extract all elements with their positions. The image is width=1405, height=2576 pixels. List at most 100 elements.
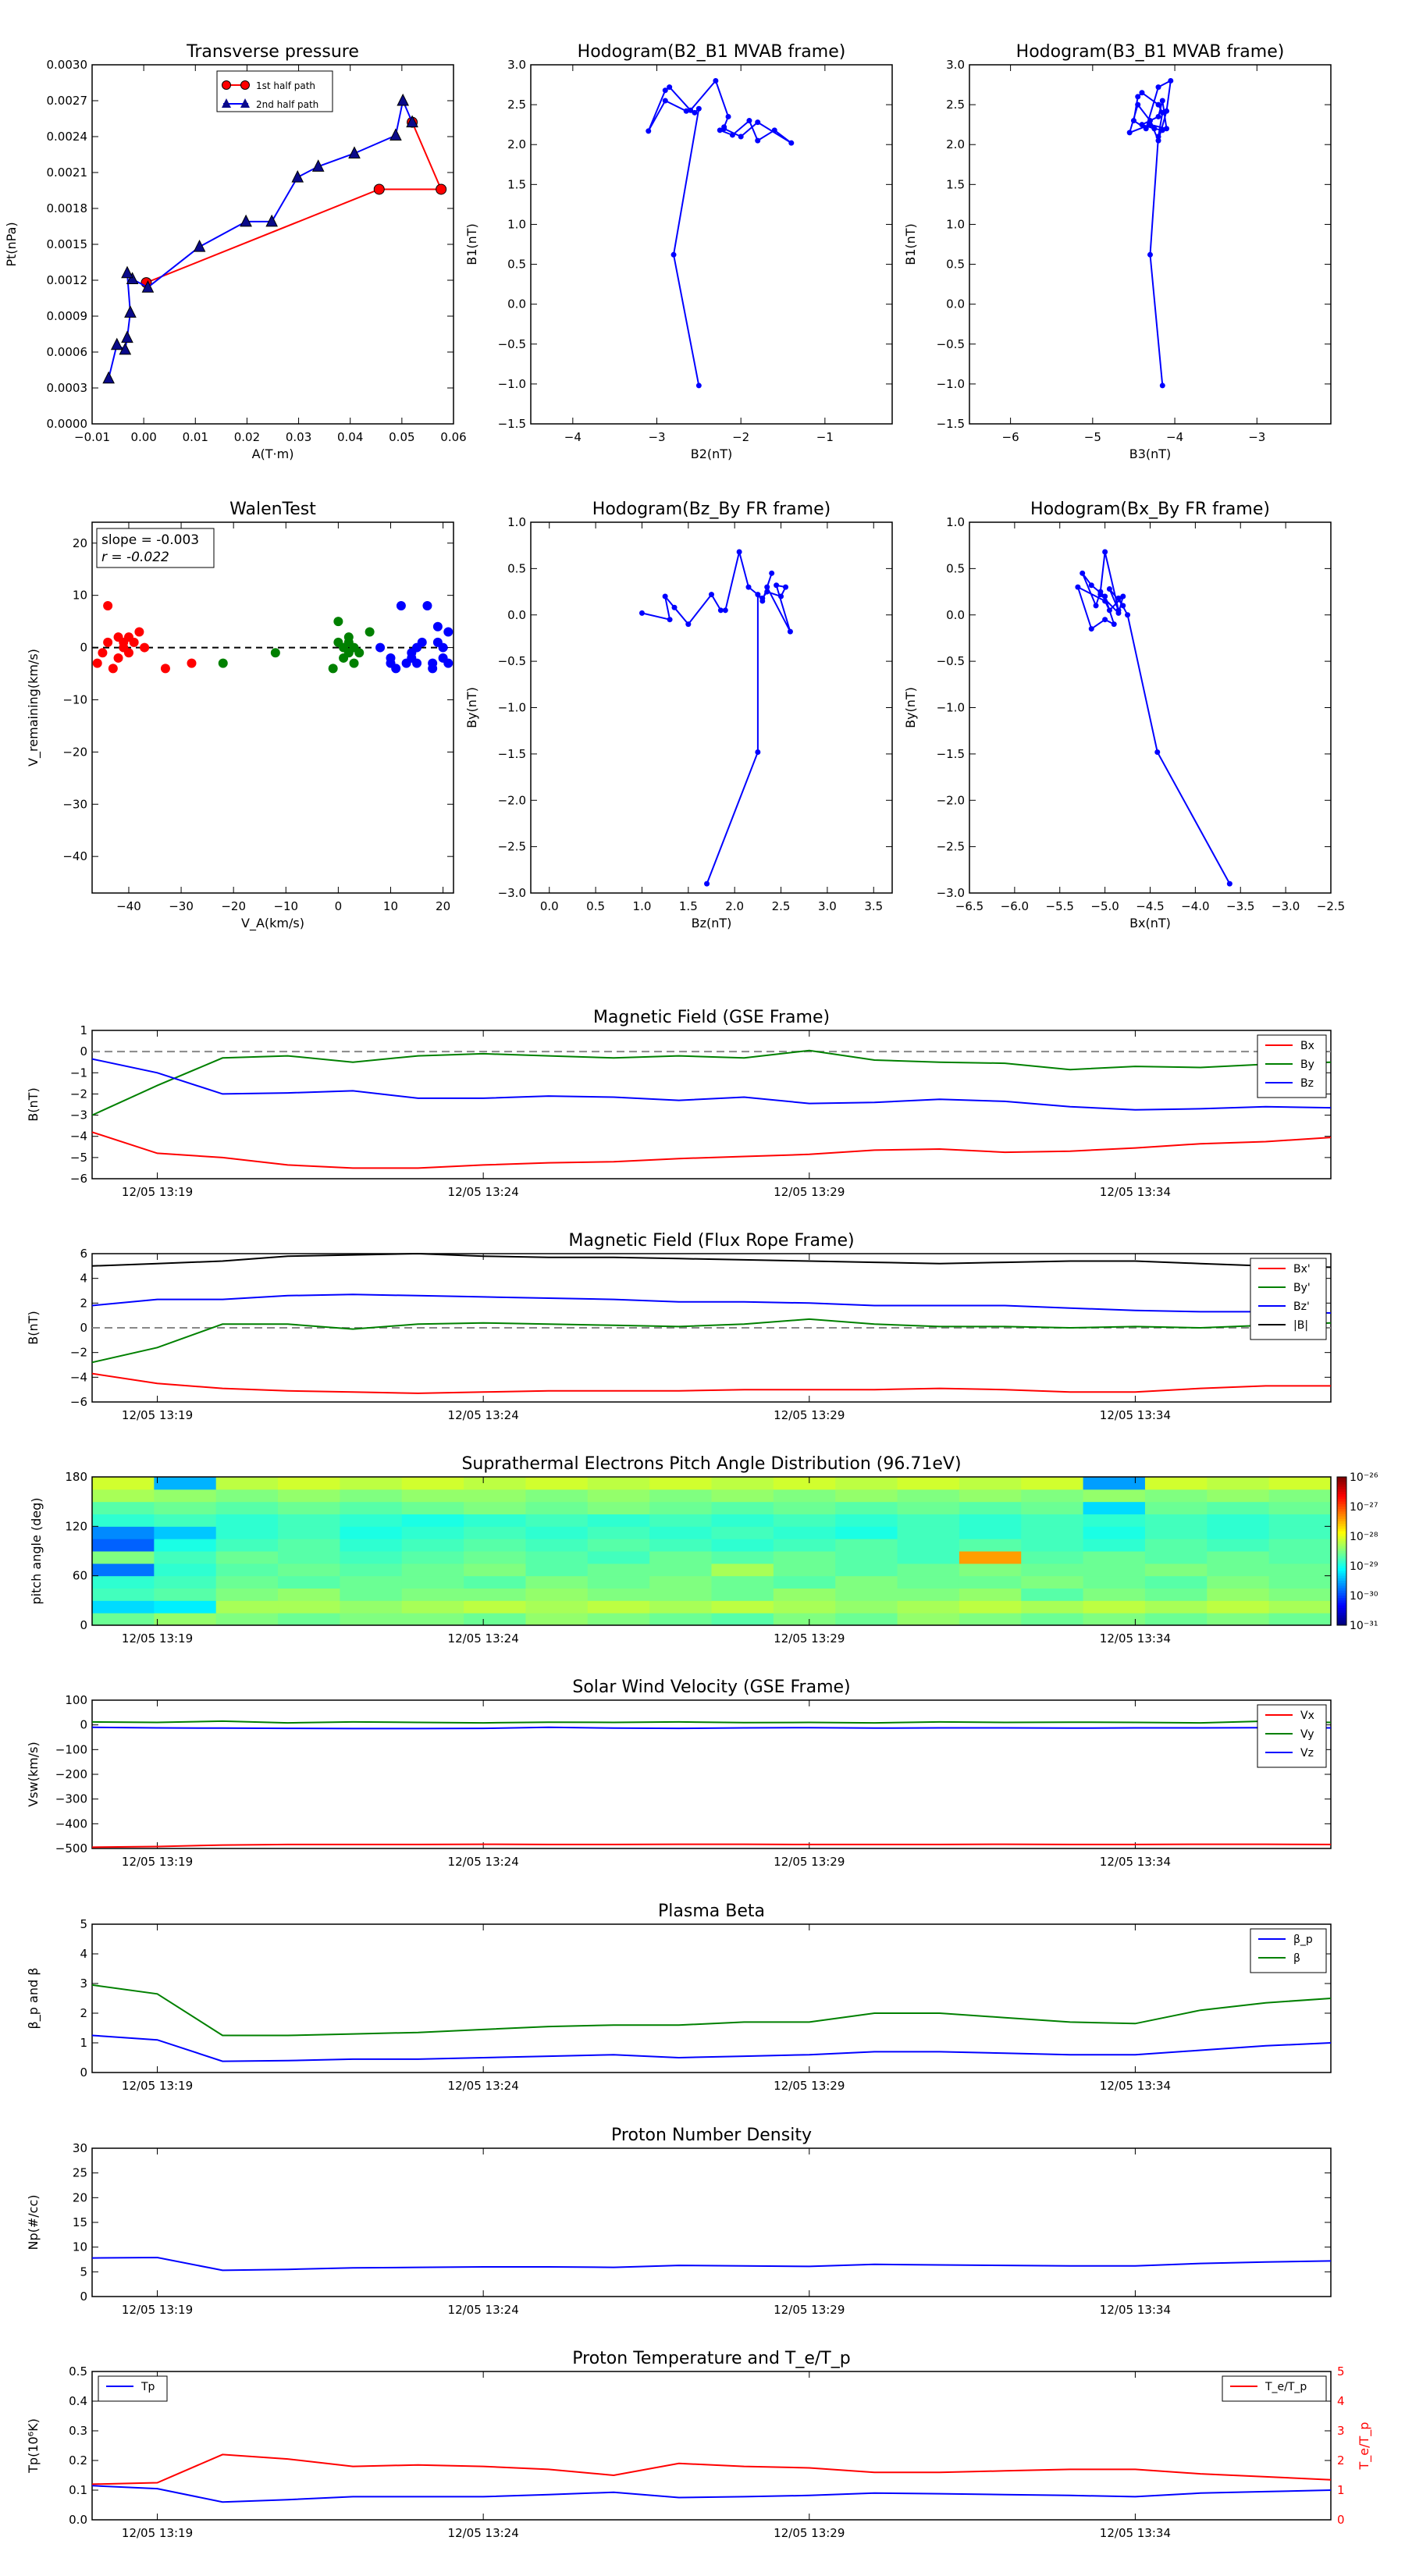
x-tick-label: 0.01 (183, 430, 208, 444)
heatmap-cell (711, 1575, 774, 1589)
heatmap-cell (959, 1539, 1022, 1552)
x-tick-label: 0.05 (389, 430, 414, 444)
heatmap-cell (1021, 1514, 1084, 1527)
x-tick-label: 12/05 13:19 (122, 2526, 193, 2540)
y-tick-label: 0.0024 (47, 130, 88, 144)
heatmap-cell (649, 1514, 712, 1527)
heatmap-cell (1083, 1477, 1146, 1490)
x-tick-label: 12/05 13:34 (1100, 2526, 1171, 2540)
heatmap-cell (278, 1575, 340, 1589)
data-point (745, 584, 752, 590)
chart-title: Proton Temperature and T_e/T_p (572, 2349, 850, 2368)
x-axis-label: V_A(km/s) (241, 916, 304, 931)
y2-tick-label: 2 (1337, 2453, 1345, 2467)
x-tick-label: 12/05 13:29 (774, 1408, 845, 1422)
legend-label: Bz (1300, 1077, 1314, 1090)
annotation-text: slope = -0.003 (101, 532, 199, 548)
data-point (270, 648, 280, 658)
heatmap-cell (1268, 1575, 1332, 1589)
data-point (140, 642, 150, 653)
heatmap-cell (959, 1489, 1022, 1503)
heatmap-cell (401, 1551, 464, 1564)
heatmap-cell (649, 1600, 712, 1614)
y-tick-label: −300 (55, 1792, 87, 1806)
plot-frame (91, 1923, 1332, 2073)
heatmap-cell (1207, 1477, 1270, 1490)
y-tick-label: 0.0006 (47, 345, 88, 359)
colorbar-segment (1337, 1588, 1346, 1592)
heatmap-cell (773, 1600, 836, 1614)
x-tick-label: 0.00 (130, 430, 156, 444)
heatmap-cell (92, 1575, 155, 1589)
data-point (764, 584, 770, 590)
heatmap-cell (711, 1526, 774, 1539)
colorbar-segment (1337, 1507, 1346, 1510)
data-point (1155, 101, 1161, 108)
y-axis-label: Np(#/cc) (26, 2195, 41, 2250)
heatmap-cell (464, 1477, 526, 1490)
heatmap-cell (1144, 1551, 1208, 1564)
y-tick-label: −1.5 (937, 747, 965, 761)
x-tick-label: 12/05 13:29 (774, 2526, 845, 2540)
heatmap-cell (1083, 1539, 1146, 1552)
y-tick-label: 15 (73, 2215, 87, 2229)
legend-label: T_e/T_p (1264, 2381, 1307, 2393)
chart-timeseries: Magnetic Field (Flux Rope Frame) 12/05 13… (26, 1231, 1332, 1422)
data-point (1139, 122, 1145, 128)
data-point (662, 98, 668, 104)
heatmap-cell (1207, 1551, 1270, 1564)
data-point (396, 601, 406, 611)
heatmap-cell (340, 1477, 403, 1490)
heatmap-cell (711, 1588, 774, 1601)
legend-label: By (1300, 1059, 1314, 1071)
heatmap-cell (464, 1575, 526, 1589)
heatmap-cell (835, 1489, 898, 1503)
heatmap-cell (835, 1613, 898, 1626)
colorbar-segment (1337, 1503, 1346, 1507)
heatmap-cell (278, 1526, 340, 1539)
x-tick-label: 3.0 (818, 899, 837, 913)
series-line (1076, 551, 1231, 884)
heatmap-cell (340, 1600, 403, 1614)
y-tick-label: 0.0018 (47, 201, 88, 215)
heatmap-cell (525, 1575, 589, 1589)
y-tick-label: 100 (65, 1693, 87, 1707)
heatmap-cell (340, 1489, 403, 1503)
x-tick-label: −30 (169, 899, 194, 913)
data-point (121, 265, 133, 279)
series-line (91, 1720, 1332, 1724)
x-tick-label: −2 (732, 430, 749, 444)
heatmap-cell (340, 1539, 403, 1552)
heatmap-cell (959, 1551, 1022, 1564)
data-point (671, 604, 678, 610)
colorbar-segment (1337, 1560, 1346, 1564)
legend-box (1250, 1928, 1327, 1973)
heatmap-cell (649, 1489, 712, 1503)
y-axis-label: By(nT) (464, 687, 479, 728)
heatmap-cell (587, 1514, 650, 1527)
heatmap-cell (92, 1477, 155, 1490)
heatmap-cell (340, 1563, 403, 1577)
heatmap-cell (1268, 1489, 1332, 1503)
data-point (1126, 130, 1133, 136)
data-point (1111, 621, 1117, 628)
data-point (755, 592, 761, 598)
data-point (662, 87, 668, 94)
data-point (755, 137, 761, 144)
legend-marker (222, 80, 231, 90)
heatmap-cell (1207, 1575, 1270, 1589)
y-tick-label: 2.5 (507, 98, 526, 112)
data-point (1151, 126, 1158, 132)
y-tick-label: 0.4 (69, 2394, 87, 2408)
colorbar-segment (1337, 1566, 1346, 1569)
data-point (695, 382, 702, 389)
heatmap-cell (401, 1477, 464, 1490)
heatmap-cell (1144, 1563, 1208, 1577)
x-axis-label: Bx(nT) (1129, 916, 1171, 930)
data-point (692, 109, 698, 116)
heatmap-cell (464, 1613, 526, 1626)
data-point (788, 140, 795, 146)
heatmap-cell (1207, 1526, 1270, 1539)
heatmap-cell (154, 1600, 217, 1614)
colorbar-segment (1337, 1518, 1346, 1522)
